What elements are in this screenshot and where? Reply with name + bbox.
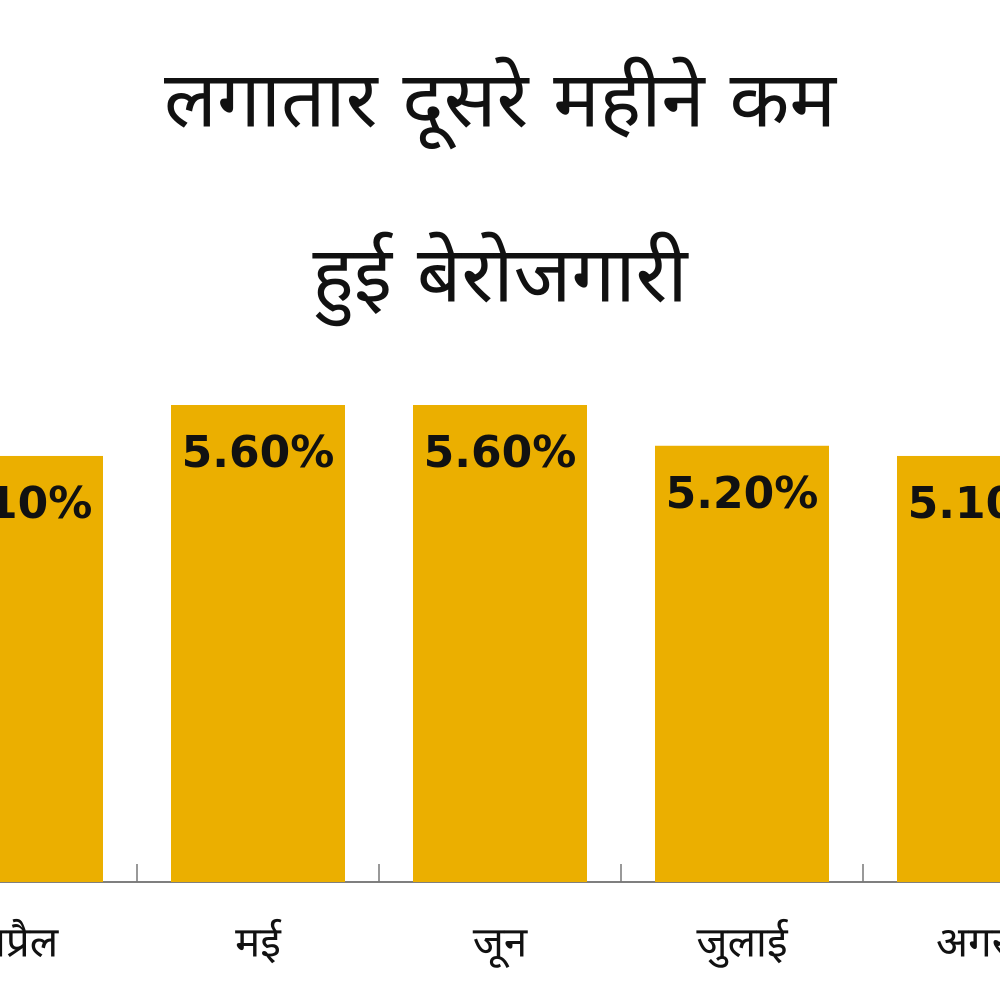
bar [413, 405, 587, 882]
x-tick-label: जून [473, 918, 528, 969]
value-label: 5.60% [182, 427, 335, 478]
bar [655, 445, 829, 882]
value-label: 5.10% [908, 478, 1000, 529]
chart-title: लगातार दूसरे महीने कम [164, 55, 837, 149]
bar [897, 455, 1000, 882]
chart-title: हुई बेरोजगारी [312, 230, 689, 326]
x-tick-label: अगस्त [936, 918, 1000, 967]
x-tick-label: अप्रैल [0, 918, 60, 967]
bar [0, 455, 103, 882]
bar [171, 405, 345, 882]
value-label: 5.10% [0, 478, 92, 529]
x-tick-label: मई [235, 918, 282, 967]
value-label: 5.20% [666, 468, 819, 519]
x-tick-label: जुलाई [696, 918, 789, 969]
value-label: 5.60% [424, 427, 577, 478]
